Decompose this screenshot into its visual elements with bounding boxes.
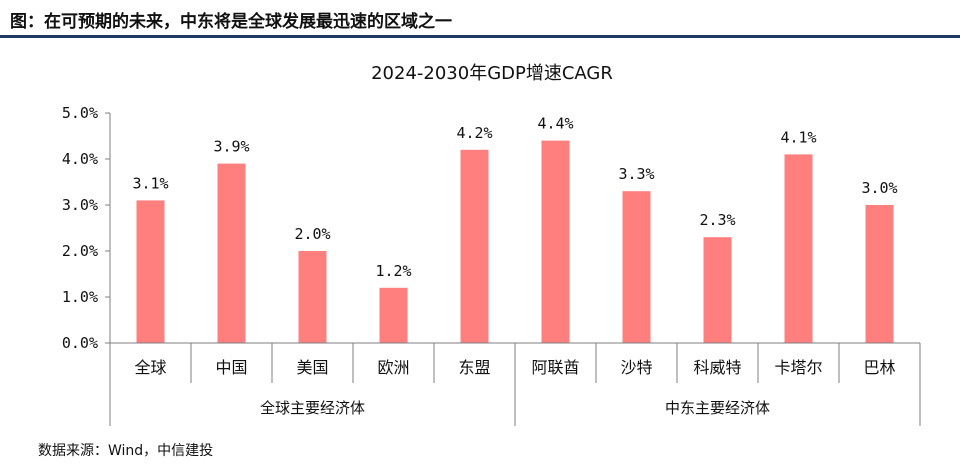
bar-value-label: 3.3% [618,165,654,183]
chart-title: 2024-2030年GDP增速CAGR [371,63,613,84]
bar [784,154,813,343]
bars [136,140,894,343]
bar-value-label: 2.3% [699,211,735,229]
bar [136,200,165,343]
figure-header: 图：在可预期的未来，中东将是全球发展最迅速的区域之一 [0,0,960,38]
category-label: 沙特 [620,358,652,377]
bar [217,163,246,343]
category-label: 阿联酋 [531,358,579,377]
bar [622,191,651,343]
category-label: 卡塔尔 [774,358,822,377]
y-tick-label: 3.0% [62,196,98,214]
bar-value-label: 4.1% [780,128,816,146]
y-tick-label: 2.0% [62,242,98,260]
y-axis: 0.0% 1.0% 2.0% 3.0% 4.0% 5.0% [62,104,111,352]
x-axis: 全球 中国 美国 欧洲 东盟 阿联酋 沙特 科威特 卡塔尔 巴林 [109,342,921,426]
bar [541,140,570,343]
bar [703,237,732,343]
category-label: 中国 [215,358,247,377]
bar-value-label: 4.4% [537,115,573,133]
bar [460,149,489,343]
bar [865,205,894,343]
y-tick-label: 0.0% [62,334,98,352]
bar [379,287,408,343]
group-label: 全球主要经济体 [260,399,365,417]
figure-caption: 图：在可预期的未来，中东将是全球发展最迅速的区域之一 [10,12,452,32]
y-tick-label: 4.0% [62,150,98,168]
bar-value-label: 3.0% [861,179,897,197]
y-tick-label: 1.0% [62,288,98,306]
category-label: 科威特 [693,358,741,377]
category-label: 全球 [134,358,166,377]
bar-value-label: 1.2% [375,262,411,280]
bar-value-label: 2.0% [294,225,330,243]
data-labels: 3.1% 3.9% 2.0% 1.2% 4.2% 4.4% 3.3% 2.3% 4.1% 3.0% [132,115,897,280]
bar [298,251,327,343]
gdp-cagr-bar-chart: 2024-2030年GDP增速CAGR 0.0% 1.0% 2.0% 3.0% 4.0%… [62,63,921,426]
bar-value-label: 4.2% [456,124,492,142]
y-tick-label: 5.0% [62,104,98,122]
category-label: 东盟 [458,358,490,377]
category-label: 巴林 [863,358,895,377]
category-label: 欧洲 [377,358,409,377]
group-label: 中东主要经济体 [665,399,770,417]
data-source: 数据来源：Wind，中信建投 [38,443,214,459]
category-groups: 全球主要经济体 中东主要经济体 [260,399,770,417]
bar-value-label: 3.9% [213,138,249,156]
category-label: 美国 [296,358,328,377]
bar-value-label: 3.1% [132,174,168,192]
